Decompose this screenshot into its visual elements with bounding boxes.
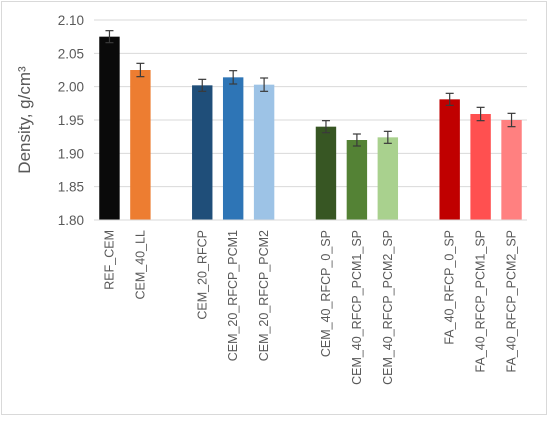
x-tick-label: FA_40_RFCP_PCM1_SP bbox=[474, 230, 488, 372]
bar bbox=[222, 77, 244, 220]
y-tick-label: 2.05 bbox=[58, 46, 84, 61]
x-tick-labels: REF_CEM CEM_40_LL CEM_20_RFCP CEM_20_RFCP_P… bbox=[102, 230, 518, 385]
bar bbox=[470, 114, 491, 220]
density-bar-chart: 1.80 1.85 1.90 1.95 2.00 2.05 2.10 REF_CEM CEM_… bbox=[15, 13, 527, 385]
y-tick-label: 1.95 bbox=[58, 113, 84, 128]
y-tick-label: 2.10 bbox=[58, 13, 84, 28]
y-tick-label: 1.80 bbox=[58, 213, 84, 228]
x-tick-label: CEM_40_RFCP_0_SP bbox=[319, 230, 333, 357]
bar bbox=[346, 140, 368, 220]
bar bbox=[377, 137, 399, 220]
bar bbox=[192, 85, 213, 220]
y-axis-title: Density, g/cm³ bbox=[15, 66, 34, 174]
y-tick-label: 1.90 bbox=[58, 146, 84, 161]
bars bbox=[99, 36, 522, 221]
y-tick-label: 2.00 bbox=[58, 80, 84, 95]
chart-frame: 1.80 1.85 1.90 1.95 2.00 2.05 2.10 REF_CEM CEM_… bbox=[1, 1, 547, 415]
y-tick-label: 1.85 bbox=[58, 180, 84, 195]
x-tick-label: CEM_20_RFCP_PCM2 bbox=[257, 230, 271, 361]
bar bbox=[253, 84, 275, 221]
bar bbox=[439, 99, 460, 220]
y-tick-labels: 1.80 1.85 1.90 1.95 2.00 2.05 2.10 bbox=[58, 13, 84, 228]
x-tick-label: CEM_20_RFCP_PCM1 bbox=[226, 230, 240, 361]
bar bbox=[501, 120, 522, 220]
bar bbox=[130, 70, 151, 220]
x-tick-label: FA_40_RFCP_0_SP bbox=[443, 230, 457, 345]
x-tick-label: FA_40_RFCP_PCM2_SP bbox=[505, 230, 519, 372]
x-tick-label: CEM_40_RFCP_PCM1_SP bbox=[350, 230, 364, 385]
x-tick-label: CEM_40_LL bbox=[133, 230, 147, 300]
bar bbox=[315, 126, 337, 220]
gridlines bbox=[94, 19, 527, 188]
x-tick-label: REF_CEM bbox=[102, 230, 116, 290]
bar bbox=[99, 36, 120, 220]
x-tick-label: CEM_20_RFCP bbox=[195, 230, 209, 320]
x-tick-label: CEM_40_RFCP_PCM2_SP bbox=[381, 230, 395, 385]
error-bars bbox=[105, 30, 516, 147]
